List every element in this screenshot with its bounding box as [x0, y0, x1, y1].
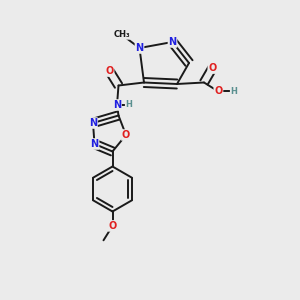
Text: O: O: [105, 66, 114, 76]
Text: N: N: [113, 100, 121, 110]
Text: O: O: [214, 86, 223, 97]
Text: N: N: [90, 139, 99, 149]
Text: H: H: [231, 87, 237, 96]
Text: O: O: [122, 130, 130, 140]
Text: CH₃: CH₃: [113, 30, 130, 39]
Text: H: H: [126, 100, 132, 109]
Text: O: O: [208, 63, 217, 73]
Text: N: N: [89, 118, 97, 128]
Text: N: N: [168, 37, 177, 47]
Text: N: N: [135, 43, 144, 53]
Text: O: O: [108, 221, 117, 231]
